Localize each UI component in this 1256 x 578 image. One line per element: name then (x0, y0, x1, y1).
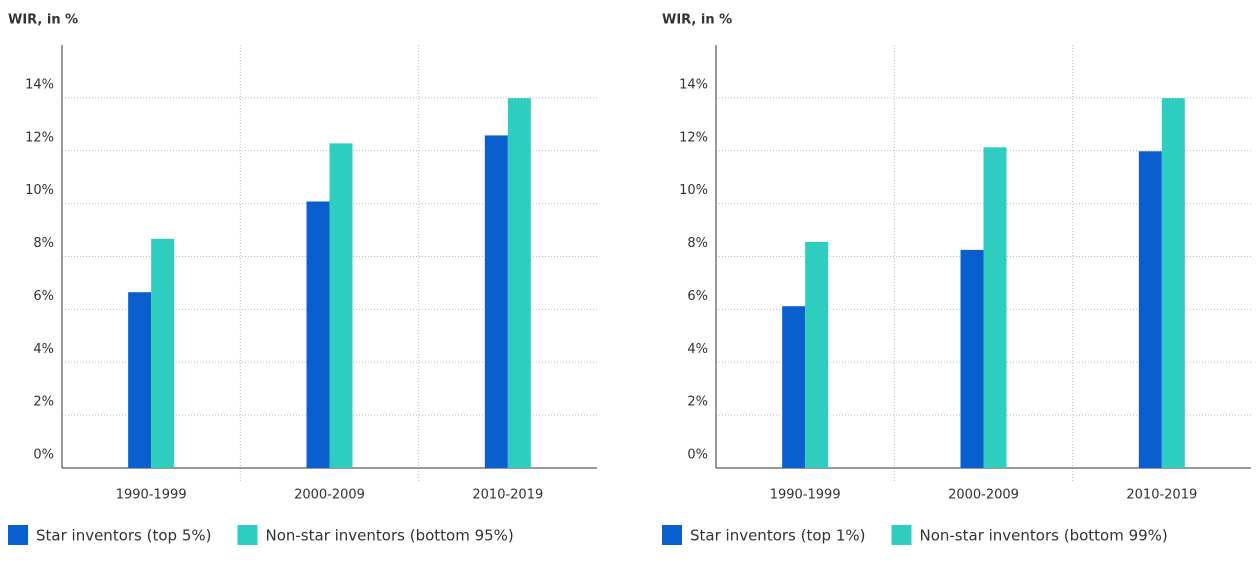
y-tick-label: 12% (679, 130, 708, 145)
y-tick-label: 0% (687, 448, 708, 463)
bar (306, 201, 330, 468)
x-tick-label: 2010-2019 (472, 488, 543, 503)
y-tick-label: 10% (679, 183, 708, 198)
y-tick-label: 10% (25, 183, 54, 198)
y-tick-label: 4% (33, 342, 54, 357)
bar (983, 147, 1007, 469)
legend-label: Non-star inventors (bottom 95%) (265, 527, 513, 545)
bar (1161, 98, 1185, 468)
y-tick-label: 8% (33, 236, 54, 251)
bar (128, 292, 152, 468)
y-tick-label: 8% (687, 236, 708, 251)
y-axis-label: WIR, in % (662, 13, 732, 28)
y-tick-label: 4% (687, 342, 708, 357)
bar (329, 143, 353, 468)
bar (960, 249, 984, 468)
legend-swatch (662, 525, 682, 545)
y-tick-label: 14% (25, 77, 54, 92)
x-tick-label: 1990-1999 (116, 488, 187, 503)
x-tick-label: 1990-1999 (770, 488, 841, 503)
y-tick-label: 2% (33, 395, 54, 410)
y-tick-label: 0% (33, 448, 54, 463)
y-tick-label: 12% (25, 130, 54, 145)
bar (805, 241, 829, 468)
bar (782, 306, 806, 468)
legend-swatch (8, 525, 28, 545)
x-tick-label: 2000-2009 (948, 488, 1019, 503)
bar (507, 98, 531, 468)
x-tick-label: 2010-2019 (1126, 488, 1197, 503)
y-axis-label: WIR, in % (8, 13, 78, 28)
legend-swatch (237, 525, 258, 545)
x-tick-label: 2000-2009 (294, 488, 365, 503)
legend-label: Star inventors (top 5%) (36, 527, 211, 545)
bar (151, 238, 175, 468)
legend-swatch (891, 525, 912, 545)
bar (1138, 151, 1162, 468)
y-tick-label: 2% (687, 395, 708, 410)
y-tick-label: 6% (33, 289, 54, 304)
legend-label: Non-star inventors (bottom 99%) (919, 527, 1167, 545)
y-tick-label: 6% (687, 289, 708, 304)
y-tick-label: 14% (679, 77, 708, 92)
legend-label: Star inventors (top 1%) (690, 527, 865, 545)
bar (484, 135, 508, 468)
